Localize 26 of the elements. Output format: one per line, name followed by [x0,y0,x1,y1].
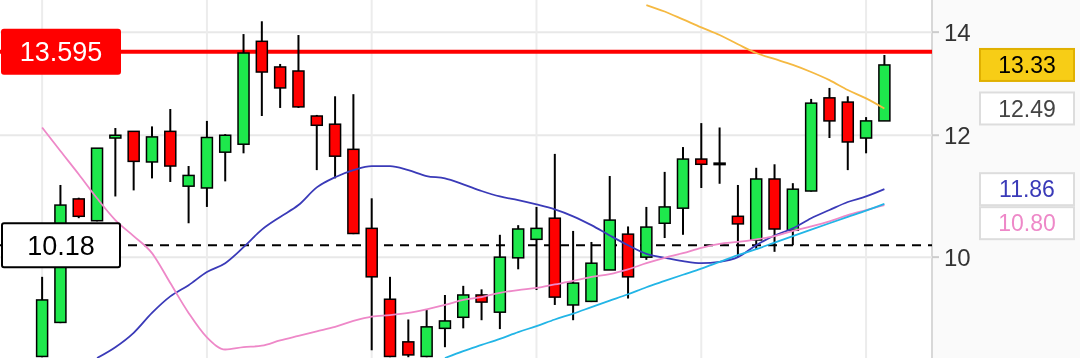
candlestick [182,165,195,225]
text: 11.86 [999,176,1055,203]
candlestick [859,116,873,155]
candlestick [695,122,708,189]
candlestick [402,318,415,358]
candlestick [713,126,726,185]
y-tick-label: 10 [944,243,971,271]
candlestick [273,62,287,109]
candlestick [457,284,470,330]
candlestick [658,170,671,240]
ref-line-label: 13.595 [19,37,103,68]
candlestick [566,229,580,322]
line-series [444,202,886,358]
candlestick [823,86,836,140]
y-tick-label: 12 [944,121,971,149]
text: 10.80 [998,210,1056,237]
candlestick [218,133,232,183]
ref-line-label: 10.18 [27,230,95,261]
y-tick-label: 14 [944,18,971,46]
line-series [645,4,886,110]
text: 12.49 [998,95,1056,122]
candlestick [438,293,452,349]
candlestick [310,113,324,172]
text: 13.33 [998,52,1056,79]
line-series [96,165,886,358]
candlestick [109,127,122,198]
